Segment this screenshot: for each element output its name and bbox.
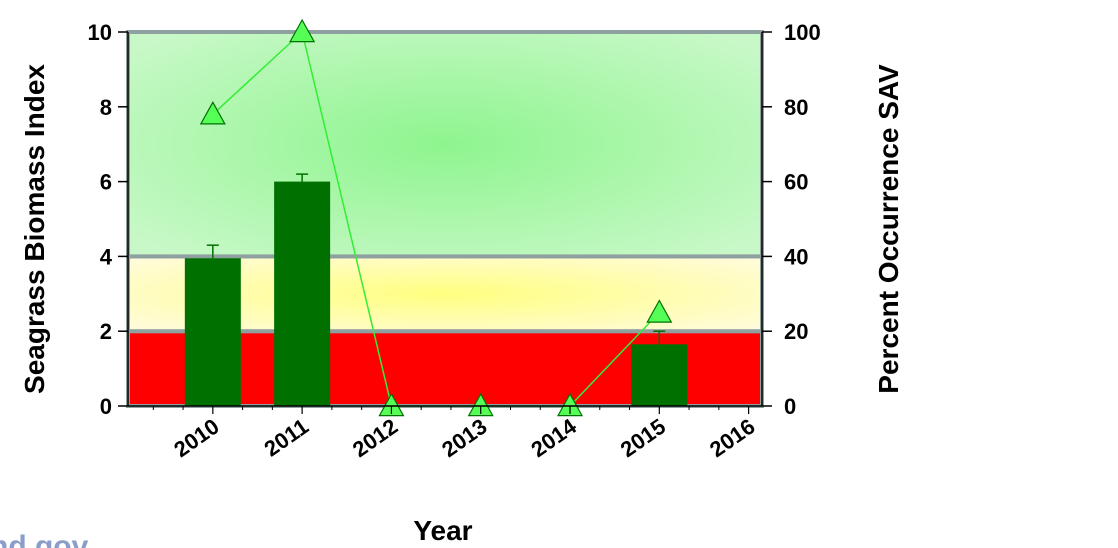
occurrence-line [199,18,673,417]
error-bars [206,173,666,345]
x-axis-tick-labels: 2010 2011 2012 2013 2014 2015 2016 [169,413,759,462]
x-tick-label-2016: 2016 [705,414,759,463]
band-2 [126,30,764,259]
y2-tick-label-40: 40 [784,244,808,269]
y2-tick-label-20: 20 [784,319,808,344]
y-tick-label-2: 2 [100,319,112,344]
bar-2015 [631,344,688,406]
y2-tick-label-0: 0 [784,394,796,419]
bar-2011 [274,181,331,406]
y-tick-label-0: 0 [100,394,112,419]
y-axis-title: Seagrass Biomass Index [19,64,50,394]
marker-2010 [199,101,226,125]
marker-2013 [467,392,494,417]
biomass-bars [184,181,688,406]
y-tick-label-4: 4 [100,244,113,269]
right-axis-tick-labels: 0 20 40 60 80 100 [784,20,821,419]
x-tick-label-2010: 2010 [169,414,223,463]
y-tick-label-8: 8 [100,95,112,120]
axes [118,31,772,414]
y-tick-label-6: 6 [100,170,112,195]
y2-tick-label-100: 100 [784,20,821,45]
x-tick-label-2012: 2012 [348,414,402,463]
y-tick-label-10: 10 [88,20,112,45]
left-axis-tick-labels: 0 2 4 6 8 10 [88,20,113,419]
y2-tick-label-60: 60 [784,170,808,195]
marker-2011 [289,18,316,43]
x-axis-title: Year [413,515,472,546]
marker-2014 [556,392,584,417]
x-tick-label-2011: 2011 [260,414,313,462]
y2-axis-title: Percent Occurrence SAV [873,64,904,394]
marker-2015 [646,299,673,323]
x-tick-label-2013: 2013 [437,414,491,463]
marker-2012 [378,392,405,417]
y2-tick-label-80: 80 [784,95,808,120]
bar-2010 [184,258,241,406]
x-tick-label-2014: 2014 [526,413,581,462]
watermark-text: nd.gov [0,530,89,548]
x-tick-label-2015: 2015 [616,414,670,463]
